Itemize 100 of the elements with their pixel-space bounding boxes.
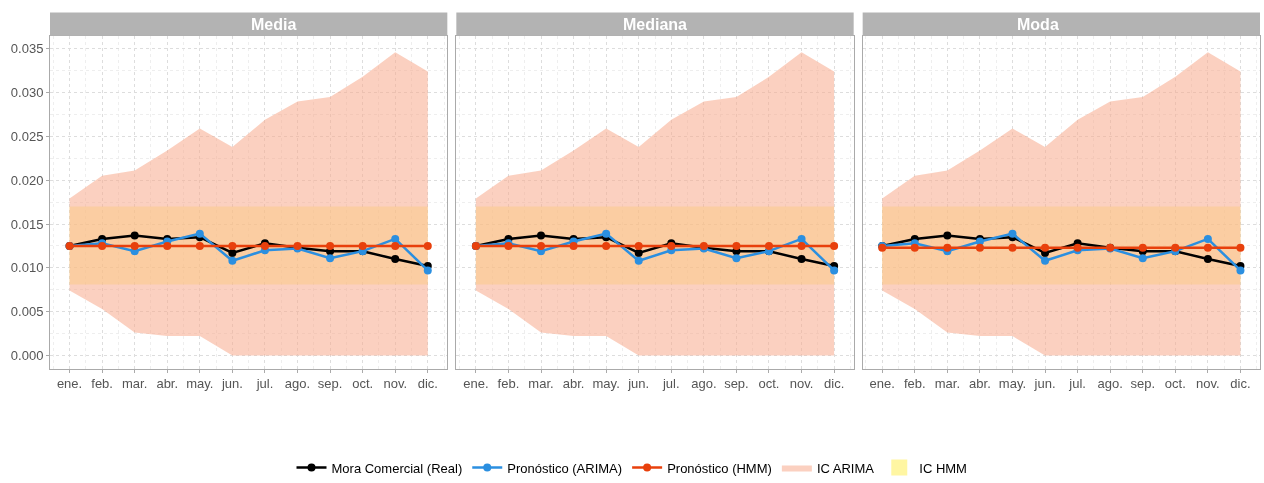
x-tick-label: sep. — [317, 376, 343, 392]
x-tick-label: dic. — [417, 376, 438, 392]
x-tick-label: abr. — [562, 376, 585, 392]
point — [228, 241, 237, 250]
point — [326, 241, 335, 250]
y-tick-label: 0.035 — [10, 41, 44, 57]
x-tick-label: feb. — [903, 376, 926, 392]
point — [1138, 254, 1147, 263]
point — [634, 241, 643, 250]
point — [1171, 243, 1180, 252]
x-tick-label: ago. — [691, 376, 717, 392]
y-tick-label: 0.020 — [10, 172, 44, 188]
x-tick-label: dic. — [1230, 376, 1251, 392]
point — [943, 243, 952, 252]
point — [228, 256, 237, 265]
chart-title: Media — [251, 16, 297, 33]
legend-label: Mora Comercial (Real) — [331, 460, 463, 476]
x-tick-label: sep. — [1130, 376, 1156, 392]
point — [1203, 234, 1212, 243]
x-tick-label: feb. — [497, 376, 520, 392]
point — [797, 255, 806, 264]
point — [195, 229, 204, 238]
y-tick-label: 0.030 — [10, 85, 44, 101]
point — [423, 266, 432, 275]
point — [1236, 243, 1245, 252]
point — [830, 241, 839, 250]
point — [391, 255, 400, 264]
point — [732, 254, 741, 263]
point — [195, 241, 204, 250]
x-tick-label: nov. — [1196, 376, 1220, 392]
x-tick-label: nov. — [383, 376, 408, 392]
legend-label: Pronóstico (HMM) — [667, 460, 772, 476]
legend-label: Pronóstico (ARIMA) — [507, 460, 623, 476]
x-tick-label: ene. — [56, 376, 83, 392]
x-tick-label: dic. — [824, 376, 845, 392]
point — [634, 256, 643, 265]
x-tick-label: jun. — [1033, 376, 1056, 392]
point — [1203, 255, 1212, 264]
y-tick-label: 0.025 — [10, 128, 44, 144]
point — [634, 248, 643, 257]
point — [765, 241, 773, 250]
y-tick-label: 0.015 — [10, 216, 44, 232]
point — [797, 234, 806, 243]
point — [602, 229, 611, 238]
point — [391, 241, 400, 250]
chart-title: Moda — [1017, 16, 1059, 33]
x-tick-label: mar. — [528, 376, 554, 392]
point — [130, 231, 139, 240]
point — [358, 241, 367, 250]
point — [537, 231, 546, 240]
point — [975, 243, 984, 252]
point — [1138, 243, 1147, 252]
point — [537, 241, 546, 250]
x-tick-label: mar. — [934, 376, 960, 392]
point — [910, 243, 919, 252]
point — [1203, 243, 1212, 252]
chart-title: Mediana — [623, 16, 688, 33]
y-tick-label: 0.005 — [10, 304, 44, 320]
point — [797, 241, 806, 250]
x-tick-label: mar. — [122, 376, 148, 392]
x-tick-label: oct. — [352, 376, 374, 392]
x-tick-label: feb. — [91, 376, 113, 392]
x-tick-label: sep. — [724, 376, 749, 392]
x-tick-label: jul. — [1068, 376, 1086, 392]
point — [1008, 243, 1017, 252]
point — [391, 234, 400, 243]
x-tick-label: may. — [998, 376, 1027, 392]
point — [1041, 243, 1050, 252]
point — [1008, 229, 1017, 238]
x-tick-label: nov. — [789, 376, 814, 392]
point — [569, 241, 578, 250]
x-tick-label: ene. — [463, 376, 489, 392]
point — [732, 241, 741, 250]
point — [1236, 266, 1245, 275]
point — [228, 248, 237, 257]
point — [830, 266, 839, 275]
text: IC ARIMA — [816, 460, 875, 476]
point — [1041, 256, 1050, 265]
x-tick-label: jun. — [220, 376, 243, 392]
point — [423, 241, 432, 250]
point — [130, 241, 139, 250]
x-tick-label: ago. — [1097, 376, 1123, 392]
x-tick-label: jul. — [661, 376, 680, 392]
x-tick-label: ene. — [869, 376, 895, 392]
x-tick-label: abr. — [156, 376, 179, 392]
point — [602, 241, 611, 250]
x-tick-label: jul. — [255, 376, 274, 392]
point — [163, 241, 172, 250]
x-tick-label: ago. — [284, 376, 311, 392]
x-tick-label: may. — [592, 376, 620, 392]
x-tick-label: oct. — [758, 376, 780, 392]
y-tick-label: 0.010 — [10, 260, 44, 276]
x-tick-label: oct. — [1164, 376, 1186, 392]
x-tick-label: may. — [186, 376, 214, 392]
y-tick-label: 0.000 — [10, 347, 44, 363]
x-tick-label: abr. — [969, 376, 991, 392]
legend-label: IC HMM — [919, 460, 967, 476]
point — [326, 254, 335, 263]
x-tick-label: jun. — [627, 376, 650, 392]
point — [943, 231, 952, 240]
